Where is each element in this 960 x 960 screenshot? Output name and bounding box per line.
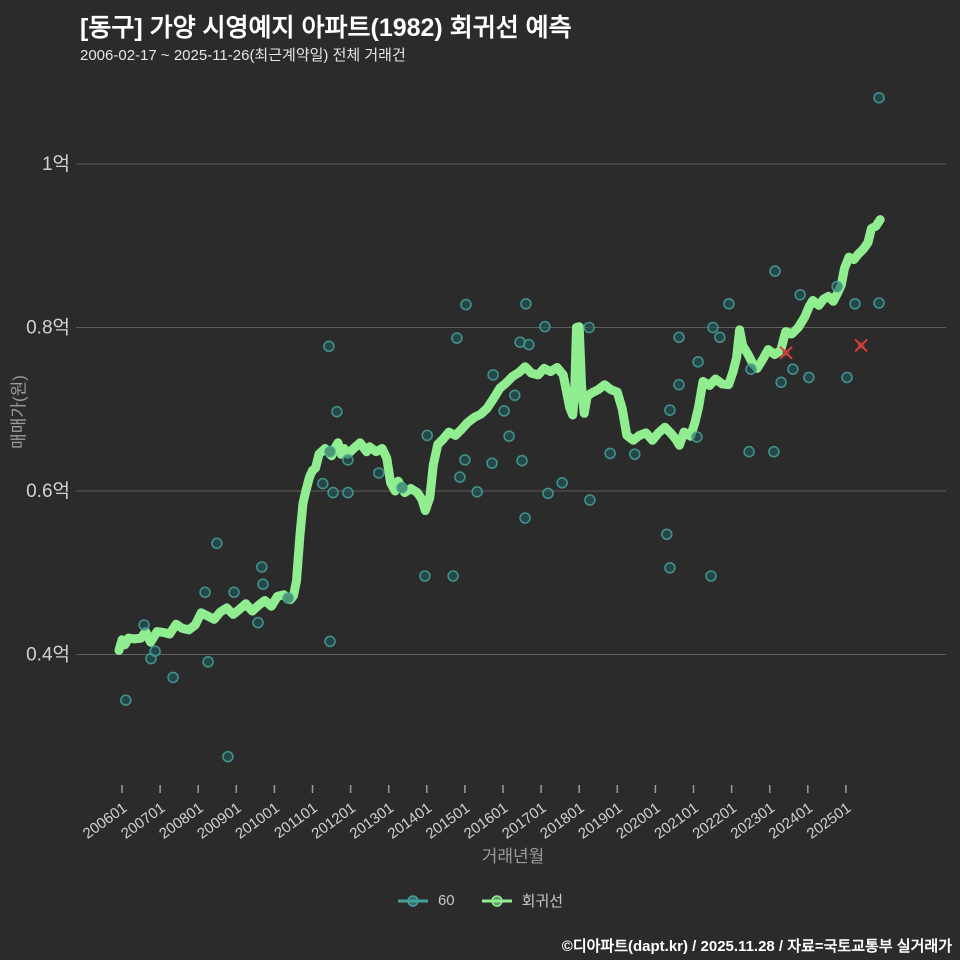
scatter-point <box>487 369 499 381</box>
scatter-point <box>252 616 264 629</box>
scatter-point <box>556 476 568 489</box>
chart-title: [동구] 가양 시영예지 아파트(1982) 회귀선 예측 <box>80 14 572 42</box>
scatter-point <box>451 332 463 344</box>
regression-line <box>114 215 885 655</box>
scatter-point <box>539 320 551 333</box>
scatter-point <box>831 280 843 293</box>
scatter-point <box>542 487 554 500</box>
chart-subtitle: 2006-02-17 ~ 2025-11-26(최근계약일) 전체 거래건 <box>80 47 406 64</box>
scatter-point <box>692 355 704 368</box>
scatter-point <box>419 570 431 582</box>
scatter-point <box>660 528 673 541</box>
scatter-point <box>673 331 685 344</box>
legend: 60 회귀선 <box>0 890 960 911</box>
scatter-point <box>327 486 339 499</box>
y-tick-label: 0.6억 <box>26 480 70 502</box>
scatter-point <box>713 331 726 344</box>
scatter-point <box>503 430 515 443</box>
y-axis-title: 매매가(원) <box>9 375 29 449</box>
scatter-point <box>769 265 781 277</box>
scatter-point <box>486 457 498 470</box>
scatter-point <box>664 561 676 574</box>
scatter-point <box>202 655 214 668</box>
scatter-point <box>282 592 294 604</box>
scatter-point <box>459 454 471 466</box>
scatter-point <box>324 635 336 648</box>
scatter-point <box>324 445 336 458</box>
scatter-point <box>342 486 354 499</box>
legend-scatter-marker <box>397 894 428 907</box>
y-tick-label: 1억 <box>42 153 70 175</box>
scatter-point <box>745 363 757 376</box>
scatter-point <box>120 694 132 707</box>
scatter-point <box>584 494 596 506</box>
scatter-point <box>421 429 434 442</box>
scatter-point <box>707 321 719 334</box>
y-tick-label: 0.4억 <box>26 643 70 665</box>
scatter-point <box>199 586 211 599</box>
scatter-point <box>167 671 179 684</box>
scatter-point <box>228 586 240 599</box>
cancelled-marker <box>854 338 868 353</box>
scatter-point <box>149 645 161 658</box>
footer-credit: ©디아파트(dapt.kr) / 2025.11.28 / 자료=국토교통부 실… <box>561 938 952 955</box>
scatter-point <box>849 297 861 310</box>
scatter-point <box>342 454 354 466</box>
x-tick-label: 201001 <box>232 799 282 842</box>
scatter-point <box>705 570 717 582</box>
scatter-point <box>323 340 335 353</box>
legend-label: 회귀선 <box>521 893 564 910</box>
scatter-point <box>519 512 531 524</box>
y-tick-label: 0.8억 <box>26 316 70 338</box>
scatter-point <box>523 338 535 351</box>
scatter-point <box>787 363 799 376</box>
scatter-point <box>873 297 885 309</box>
scatter-point <box>768 445 780 458</box>
x-tick-label: 202501 <box>804 799 854 842</box>
scatter-point <box>372 467 385 479</box>
scatter-point <box>331 405 343 418</box>
scatter-point <box>454 471 466 483</box>
scatter-point <box>138 619 150 631</box>
scatter-point <box>508 389 521 402</box>
scatter-point <box>396 481 408 494</box>
scatter-point <box>516 454 528 467</box>
scatter-point <box>841 371 853 384</box>
scatter-point <box>222 750 234 763</box>
scatter-point <box>604 447 616 460</box>
scatter-point <box>743 445 755 458</box>
scatter-point <box>673 378 685 391</box>
legend-label: 60 <box>437 892 455 909</box>
cancelled-marker <box>779 346 793 360</box>
scatter-point <box>628 448 641 461</box>
scatter-point <box>664 404 676 416</box>
legend-item-회귀선[interactable]: 회귀선 <box>481 890 563 911</box>
scatter-point <box>471 485 483 498</box>
scatter-point <box>255 561 268 573</box>
x-axis-title: 거래년월 <box>481 847 545 866</box>
scatter-point <box>460 298 472 311</box>
legend-line-marker <box>481 894 512 907</box>
scatter-point <box>873 92 885 104</box>
legend-item-60[interactable]: 60 <box>397 892 455 909</box>
scatter-point <box>498 405 510 417</box>
scatter-point <box>794 288 807 301</box>
scatter-point <box>520 297 532 310</box>
scatter-point <box>257 578 269 591</box>
scatter-point <box>803 371 815 384</box>
scatter-point <box>723 297 735 310</box>
scatter-point <box>447 570 459 582</box>
scatter-point <box>211 537 223 550</box>
scatter-point <box>691 431 703 443</box>
scatter-point <box>583 321 595 334</box>
scatter-point <box>316 477 329 490</box>
scatter-point <box>775 376 787 389</box>
